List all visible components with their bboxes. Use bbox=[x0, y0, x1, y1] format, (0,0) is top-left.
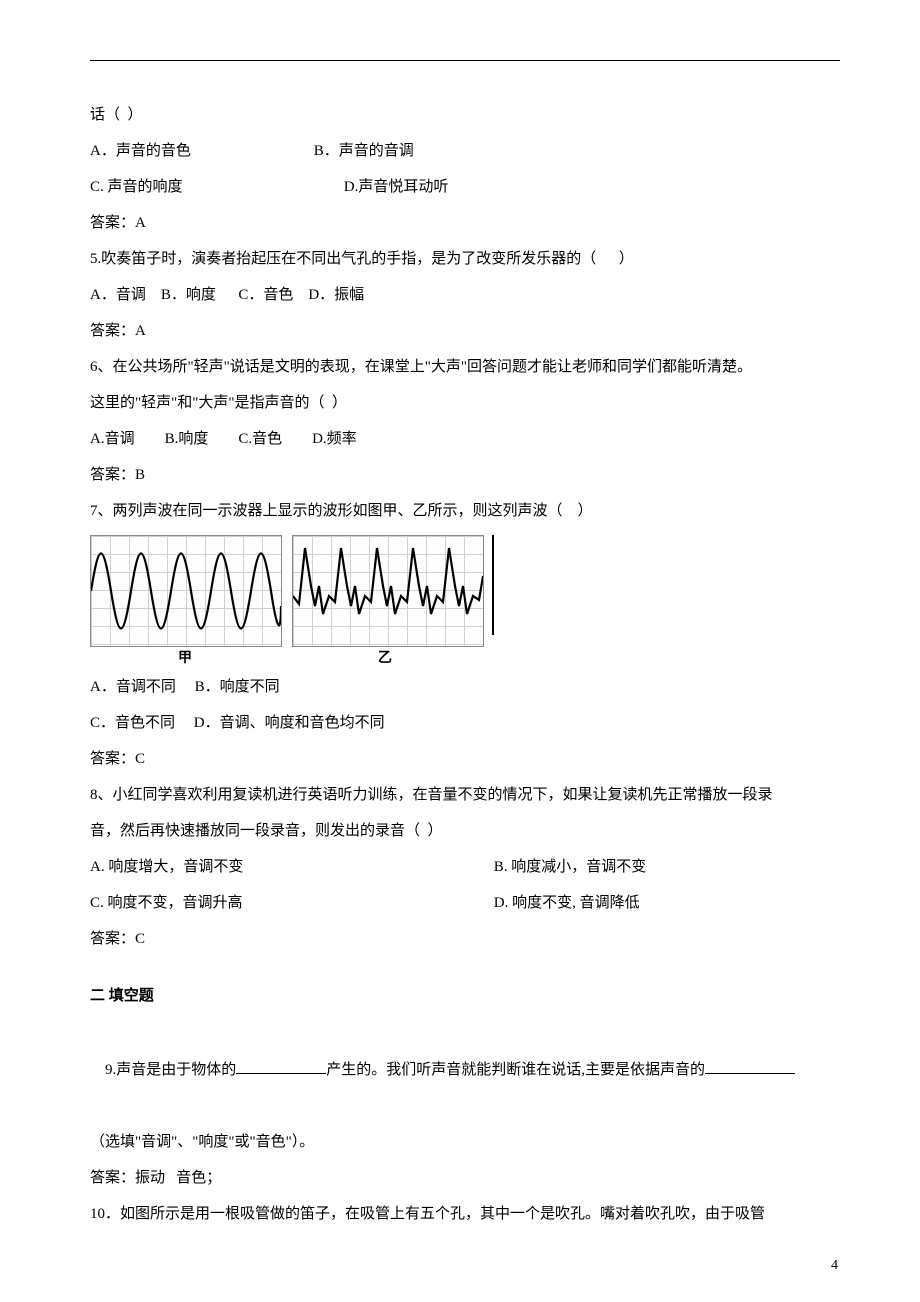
q7-stem: 7、两列声波在同一示波器上显示的波形如图甲、乙所示，则这列声波（ ） bbox=[90, 493, 840, 529]
q7-opts2: C．音色不同 D．音调、响度和音色均不同 bbox=[90, 705, 840, 741]
q8-stem2: 音，然后再快速播放同一段录音，则发出的录音（ ） bbox=[90, 813, 840, 849]
q8-opt-c: C. 响度不变，音调升高 bbox=[90, 885, 490, 921]
q4-answer: 答案：A bbox=[90, 205, 840, 241]
q9-line2: （选填"音调"、"响度"或"音色"）。 bbox=[90, 1124, 840, 1160]
q4-opts-row1: A．声音的音色 B．声音的音调 bbox=[90, 133, 840, 169]
waveform-right-svg bbox=[293, 536, 483, 646]
q9-blank2 bbox=[705, 1058, 795, 1074]
q6-answer: 答案：B bbox=[90, 457, 840, 493]
document-page: 话（ ） A．声音的音色 B．声音的音调 C. 声音的响度 D.声音悦耳动听 答… bbox=[0, 0, 920, 1302]
q9-line1: 9.声音是由于物体的 产生的。我们听声音就能判断谁在说话,主要是依据声音的 bbox=[90, 1016, 840, 1124]
q6-opts: A.音调 B.响度 C.音色 D.频率 bbox=[90, 421, 840, 457]
q9-blank1 bbox=[236, 1058, 326, 1074]
q6-stem1: 6、在公共场所"轻声"说话是文明的表现，在课堂上"大声"回答问题才能让老师和同学… bbox=[90, 349, 840, 385]
q8-opts-row1: A. 响度增大，音调不变 B. 响度减小，音调不变 bbox=[90, 849, 840, 885]
waveform-right-path bbox=[293, 548, 483, 614]
q7-opts1: A．音调不同 B．响度不同 bbox=[90, 669, 840, 705]
waveform-left bbox=[90, 535, 282, 647]
q5-answer: 答案：A bbox=[90, 313, 840, 349]
q9-pre: 9.声音是由于物体的 bbox=[105, 1062, 236, 1078]
q5-opts: A．音调 B．响度 C．音色 D．振幅 bbox=[90, 277, 840, 313]
q4-opt-c: C. 声音的响度 bbox=[90, 169, 340, 205]
q10-stem: 10．如图所示是用一根吸管做的笛子，在吸管上有五个孔，其中一个是吹孔。嘴对着吹孔… bbox=[90, 1196, 840, 1232]
q9-answer: 答案：振动 音色； bbox=[90, 1160, 840, 1196]
section-2-title: 二 填空题 bbox=[90, 977, 840, 1016]
q4-opt-a: A．声音的音色 bbox=[90, 133, 310, 169]
q4-opt-b: B．声音的音调 bbox=[314, 133, 414, 169]
q5-stem: 5.吹奏笛子时，演奏者抬起压在不同出气孔的手指，是为了改变所发乐器的（ ） bbox=[90, 241, 840, 277]
q9-mid: 产生的。我们听声音就能判断谁在说话,主要是依据声音的 bbox=[326, 1062, 705, 1078]
q4-opt-d: D.声音悦耳动听 bbox=[344, 169, 449, 205]
top-divider bbox=[90, 60, 840, 61]
waveform-right-label: 乙 bbox=[290, 647, 480, 667]
q8-answer: 答案：C bbox=[90, 921, 840, 957]
q8-stem1: 8、小红同学喜欢利用复读机进行英语听力训练，在音量不变的情况下，如果让复读机先正… bbox=[90, 777, 840, 813]
text-cursor bbox=[492, 535, 494, 635]
waveform-right bbox=[292, 535, 484, 647]
q4-opts-row2: C. 声音的响度 D.声音悦耳动听 bbox=[90, 169, 840, 205]
page-number: 4 bbox=[831, 1258, 838, 1274]
q8-opt-d: D. 响度不变, 音调降低 bbox=[494, 885, 640, 921]
q8-opt-a: A. 响度增大，音调不变 bbox=[90, 849, 490, 885]
waveform-left-path bbox=[91, 554, 281, 629]
q7-figure: 甲 乙 bbox=[90, 535, 840, 667]
q8-opts-row2: C. 响度不变，音调升高 D. 响度不变, 音调降低 bbox=[90, 885, 840, 921]
q7-answer: 答案：C bbox=[90, 741, 840, 777]
q6-stem2: 这里的"轻声"和"大声"是指声音的（ ） bbox=[90, 385, 840, 421]
q8-opt-b: B. 响度减小，音调不变 bbox=[494, 849, 647, 885]
waveform-left-svg bbox=[91, 536, 281, 646]
waveform-left-label: 甲 bbox=[90, 647, 280, 667]
q4-stem-tail: 话（ ） bbox=[90, 97, 840, 133]
